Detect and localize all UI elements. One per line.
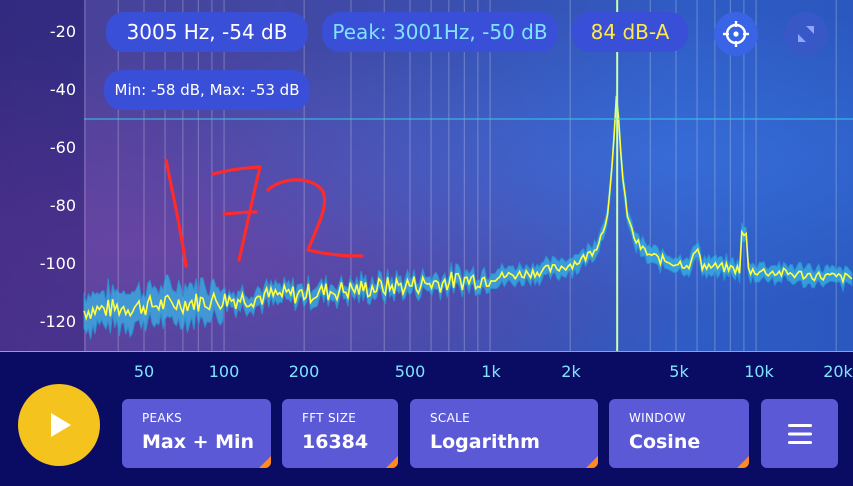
y-tick-label: -100 [39,254,76,273]
crosshair-button[interactable] [714,12,758,56]
x-tick-label: 500 [394,362,426,381]
level-readout: 84 dB-A [572,12,688,52]
y-tick-label: -80 [49,196,76,215]
spectrum-chart[interactable] [0,0,853,351]
crosshair-icon [723,21,749,47]
menu-icon [787,423,812,444]
peaks-mode-button[interactable]: PEAKS Max + Min [122,399,271,468]
x-tick-label: 1k [481,362,501,381]
play-button[interactable] [18,384,100,466]
x-tick-label: 10k [744,362,774,381]
y-axis-band [0,0,84,351]
expand-icon [798,26,814,42]
y-tick-label: -40 [49,80,76,99]
menu-button[interactable] [761,399,838,468]
x-tick-label: 2k [561,362,581,381]
x-tick-label: 100 [208,362,240,381]
peak-readout: Peak: 3001Hz, -50 dB [322,12,558,52]
spectrum-line [83,95,853,321]
fft-size-button[interactable]: FFT SIZE 16384 [282,399,398,468]
handwritten-annotation [164,158,364,268]
dropdown-corner-icon [737,456,749,468]
fft-size-value: 16384 [302,431,369,453]
expand-button[interactable] [784,12,828,56]
min-max-band [83,89,853,340]
window-label: WINDOW [629,411,686,425]
y-tick-label: -60 [49,138,76,157]
fft-size-label: FFT SIZE [302,411,357,425]
y-tick-label: -20 [49,22,76,41]
dropdown-corner-icon [386,456,398,468]
window-button[interactable]: WINDOW Cosine [609,399,749,468]
play-icon [51,413,71,437]
x-tick-label: 50 [133,362,155,381]
peaks-label: PEAKS [142,411,183,425]
peaks-value: Max + Min [142,431,255,453]
cursor-readout: 3005 Hz, -54 dB [106,12,308,52]
window-value: Cosine [629,431,701,453]
scale-button[interactable]: SCALE Logarithm [410,399,598,468]
dropdown-corner-icon [586,456,598,468]
min-max-readout: Min: -58 dB, Max: -53 dB [104,70,310,110]
y-tick-label: -120 [39,312,76,331]
scale-value: Logarithm [430,431,540,453]
scale-label: SCALE [430,411,470,425]
x-tick-label: 20k [823,362,853,381]
x-tick-label: 200 [288,362,320,381]
dropdown-corner-icon [259,456,271,468]
x-tick-label: 5k [669,362,689,381]
spectrum-plot-area[interactable] [0,0,853,352]
